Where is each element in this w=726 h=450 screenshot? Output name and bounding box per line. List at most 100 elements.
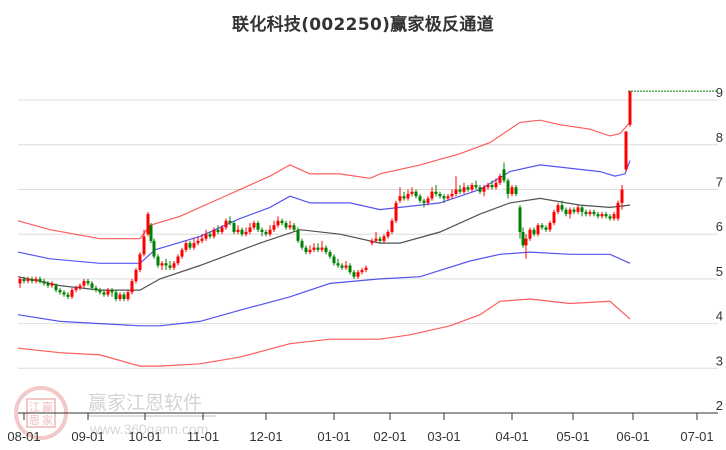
candle [244, 227, 248, 237]
candle [304, 245, 308, 255]
candle [568, 207, 572, 219]
candle [160, 261, 164, 270]
candle [426, 196, 430, 206]
candle [374, 231, 378, 244]
candle [236, 225, 240, 235]
candle [328, 249, 332, 259]
candle [414, 189, 418, 199]
watermark-brand: 赢家江恩软件 [88, 392, 202, 414]
candle [248, 223, 252, 235]
candle [624, 131, 628, 172]
svg-text:江: 江 [29, 401, 40, 414]
candle [146, 211, 150, 237]
band-lower_inner [17, 251, 631, 327]
candle [560, 200, 564, 212]
candle [50, 281, 54, 288]
x-tick-label: 05-01 [556, 429, 589, 444]
candle [260, 227, 264, 237]
candle [184, 240, 188, 253]
candle [288, 220, 292, 230]
candle [382, 234, 386, 244]
candle [348, 263, 352, 275]
candle [228, 216, 232, 226]
x-tick-label: 03-01 [427, 429, 460, 444]
svg-text:赢: 赢 [42, 400, 53, 414]
candle [548, 220, 552, 232]
candle [612, 211, 616, 221]
candle [394, 200, 398, 224]
candle [521, 227, 525, 248]
y-tick-label: 8 [716, 130, 723, 145]
candle [216, 225, 220, 235]
y-tick-label: 6 [716, 219, 723, 234]
candle [74, 285, 78, 293]
candle [430, 187, 434, 201]
candle [114, 290, 118, 302]
candle [308, 245, 312, 255]
candle [256, 220, 260, 232]
candle [478, 185, 482, 194]
candle [470, 182, 474, 192]
y-tick-label: 4 [716, 309, 723, 324]
candle [462, 182, 466, 194]
candle [494, 178, 498, 190]
candle [204, 229, 208, 241]
candle [268, 225, 272, 237]
candle [22, 276, 26, 284]
candle [556, 202, 560, 215]
candle [502, 162, 506, 183]
candle [42, 278, 46, 286]
candle [300, 238, 304, 250]
candle [356, 269, 360, 279]
y-tick-label: 2 [716, 398, 723, 413]
candle [58, 287, 62, 295]
candle [280, 218, 284, 226]
candle [490, 180, 494, 190]
band-lower_outer [17, 298, 631, 367]
y-tick-label: 9 [716, 85, 723, 100]
candle [156, 254, 160, 268]
candle [110, 287, 114, 297]
candle [352, 269, 356, 279]
candle [628, 91, 632, 127]
candle [142, 229, 146, 257]
x-tick-label: 10-01 [128, 429, 161, 444]
x-tick-label: 07-01 [680, 429, 713, 444]
candle [312, 243, 316, 253]
candle [220, 225, 224, 235]
candle [552, 209, 556, 226]
candle [532, 227, 536, 237]
candle [398, 187, 402, 203]
candle [482, 185, 486, 197]
candle [406, 189, 410, 201]
band-upper_inner [17, 160, 631, 264]
gridlines [18, 99, 718, 369]
candle [34, 276, 38, 284]
candle [422, 198, 426, 208]
candle [340, 263, 344, 270]
candle [200, 234, 204, 244]
candle [276, 216, 280, 228]
candle [196, 236, 200, 246]
candle [292, 223, 296, 232]
x-axis: 08-01 09-01 10-01 11-01 12-01 01-01 02-01 03-01… [7, 412, 718, 444]
candle [30, 276, 34, 284]
candle [378, 236, 382, 244]
candle [176, 254, 180, 266]
candle [536, 223, 540, 237]
candle [410, 187, 414, 197]
candle [514, 185, 518, 197]
x-tick-label: 11-01 [187, 429, 219, 444]
channel-bands [17, 119, 631, 367]
candle [98, 287, 102, 295]
candle [168, 261, 172, 270]
candle [38, 276, 42, 284]
candle [94, 285, 98, 293]
candle [442, 193, 446, 203]
candle [498, 173, 502, 186]
candle [564, 207, 568, 217]
x-tick-label: 06-01 [616, 429, 649, 444]
candle [224, 218, 228, 230]
candle [240, 227, 244, 237]
candle [600, 211, 604, 219]
